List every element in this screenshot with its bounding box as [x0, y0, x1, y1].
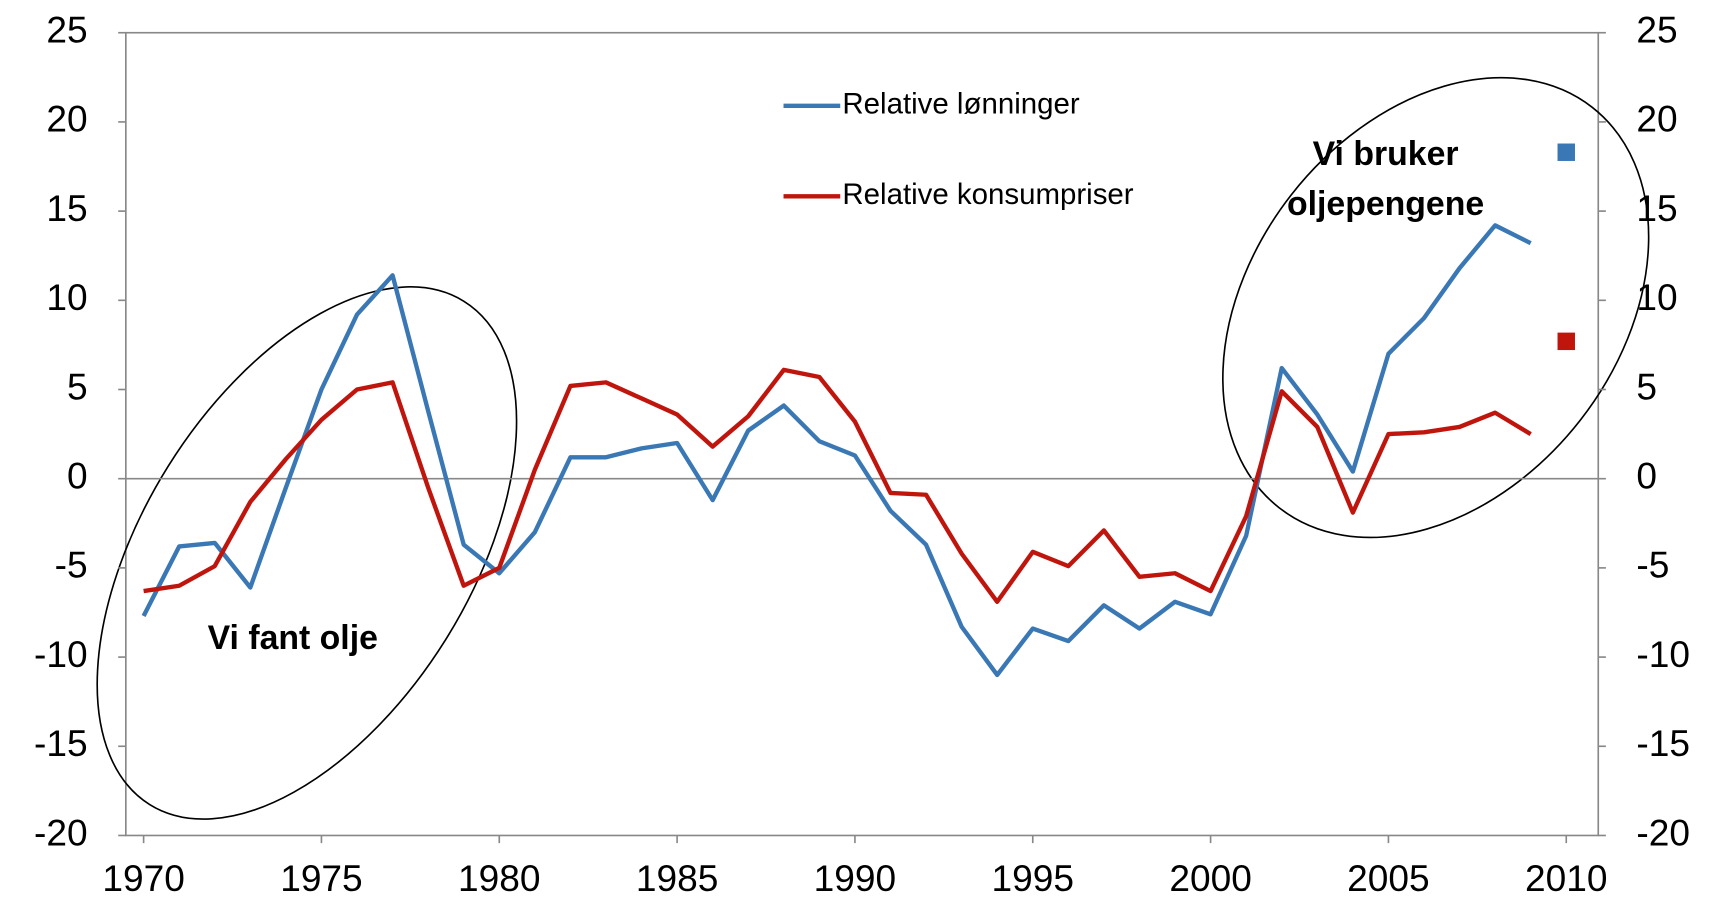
x-tick-label: 2010 — [1525, 857, 1607, 899]
x-tick-label: 2000 — [1169, 857, 1251, 899]
y-tick-label: -20 — [34, 811, 88, 853]
series-line — [143, 367, 1532, 604]
marker — [1557, 332, 1575, 351]
annotation: Vi fant olje — [208, 619, 378, 657]
y-tick-label: -15 — [34, 722, 88, 764]
marker — [1557, 143, 1575, 161]
x-tick-label: 1985 — [636, 857, 718, 899]
annotation: oljepengene — [1287, 185, 1484, 223]
x-tick-label: 1970 — [102, 857, 184, 899]
annotation: Vi bruker — [1313, 135, 1459, 173]
y2-tick-label: 20 — [1636, 98, 1677, 140]
x-tick-label: 2005 — [1347, 857, 1429, 899]
y2-tick-label: -10 — [1636, 633, 1690, 675]
legend-label: Relative konsumpriser — [842, 178, 1133, 211]
y-tick-label: 20 — [46, 98, 87, 140]
y-tick-label: 15 — [46, 187, 87, 229]
x-tick-label: 1980 — [458, 857, 540, 899]
y2-tick-label: -5 — [1636, 544, 1669, 586]
y-tick-label: -10 — [34, 633, 88, 675]
x-tick-label: 1995 — [992, 857, 1074, 899]
x-tick-label: 1990 — [814, 857, 896, 899]
y2-tick-label: 25 — [1636, 9, 1677, 51]
y2-tick-label: 15 — [1636, 187, 1677, 229]
y2-tick-label: 5 — [1636, 365, 1657, 407]
annotation-ellipse — [96, 286, 518, 820]
y-tick-label: 25 — [46, 9, 87, 51]
plot-frame — [125, 31, 1600, 837]
y-tick-label: 10 — [46, 276, 87, 318]
y2-tick-label: 10 — [1636, 276, 1677, 318]
y2-tick-label: -20 — [1636, 811, 1690, 853]
y-tick-label: -5 — [55, 544, 88, 586]
x-tick-label: 1975 — [280, 857, 362, 899]
y-tick-label: 0 — [67, 454, 88, 496]
y2-tick-label: 0 — [1636, 454, 1657, 496]
series-line — [141, 223, 1532, 678]
legend-label: Relative lønninger — [842, 88, 1079, 121]
y-tick-label: 5 — [67, 365, 88, 407]
annotation-ellipse — [1222, 76, 1650, 539]
y2-tick-label: -15 — [1636, 722, 1690, 764]
